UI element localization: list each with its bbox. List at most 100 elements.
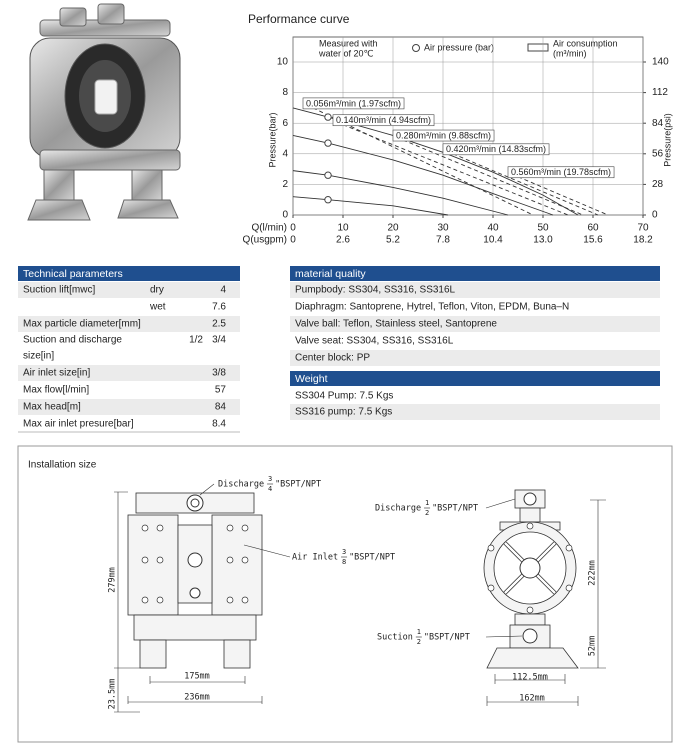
installation-frame [17,445,673,743]
annotation: 0.140m³/min (4.94scfm) [336,115,431,125]
port-suffix: "BSPT/NPT [349,553,395,563]
annotation-box [392,129,495,142]
dimension: 112.5mm [512,673,548,683]
material-row: Valve seat: SS304, SS316, SS316L [295,336,454,347]
material-row: Valve ball: Teflon, Stainless steel, San… [295,319,497,330]
legend-note: Measured with [319,38,378,48]
dimension: 23.5mm [108,679,118,710]
x2-tick-label: 15.6 [583,235,603,246]
table-title: Technical parameters [23,268,123,280]
fraction-numerator: 3 [342,548,346,556]
x-tick-label: 20 [387,223,399,234]
x-axis-label: Q(l/min) [251,223,287,234]
annotation: 0.280m³/min (9.88scfm) [396,130,491,140]
param-label: Max flow[l/min] [23,385,89,396]
x2-tick-label: 5.2 [386,235,400,246]
param-label: Air inlet size[in] [23,368,90,379]
dimension: 175mm [184,672,210,682]
x-tick-label: 50 [537,223,549,234]
param-value: 84 [215,402,227,413]
x2-tick-label: 13.0 [533,235,553,246]
y2-axis-label: Pressure(psi) [662,113,672,167]
param-value: 3/8 [212,368,226,379]
front-view [114,483,291,713]
param-value: 3/4 [212,335,226,346]
param-sub: wet [149,302,166,313]
legend-label: Air consumption [553,38,618,48]
dimension: 236mm [184,693,210,703]
annotation-box [332,114,435,127]
port-suffix: "BSPT/NPT [432,504,478,514]
param-value: 8.4 [212,419,226,430]
table-title: Weight [295,373,328,385]
param-label: Max air inlet presure[bar] [23,419,134,430]
dimension: 222mm [588,560,598,586]
dimension: 279mm [108,567,118,593]
pressure-curve [292,135,554,216]
x-tick-label: 30 [437,223,449,234]
y2-tick-label: 0 [652,210,658,221]
legend-label: (m³/min) [553,48,587,58]
material-row: Diaphragm: Santoprene, Hytrel, Teflon, V… [295,302,569,313]
x2-tick-label: 0 [290,235,296,246]
port-label: Suction [377,633,413,643]
pressure-curve [292,170,509,216]
pressure-curve [292,196,449,216]
param-label: Suction lift[mwc] [23,285,95,296]
dimension: 162mm [519,694,545,704]
x2-tick-label: 2.6 [336,235,350,246]
param-value: 7.6 [212,302,226,313]
weight-row: SS304 Pump: 7.5 Kgs [295,391,393,402]
y-axis-label: Pressure(bar) [267,112,277,167]
air-pressure-marker [324,113,332,121]
annotation-box [302,97,405,110]
y-tick-label: 8 [282,87,288,98]
air-consumption-line [517,176,609,216]
param-label: Suction and discharge [23,335,122,346]
fraction-denominator: 8 [342,558,346,566]
table-header [290,266,660,281]
air-consumption-line [402,139,584,216]
port-suffix: "BSPT/NPT [424,633,470,643]
dimension: 52mm [588,636,598,656]
param-sub: dry [150,285,164,296]
weight-row: SS316 pump: 7.5 Kgs [295,407,392,418]
fraction-numerator: 1 [425,499,429,507]
y-tick-label: 2 [282,179,288,190]
param-label: Max particle diameter[mm] [23,319,141,330]
y2-tick-label: 84 [652,118,664,129]
section-title: Installation size [28,460,97,471]
chart-title: Performance curve [248,12,350,26]
port-suffix: "BSPT/NPT [275,480,321,490]
y2-tick-label: 140 [652,57,669,68]
x-tick-label: 60 [587,223,599,234]
fraction-numerator: 1 [417,628,421,636]
y2-tick-label: 28 [652,179,664,190]
air-pressure-marker [324,171,332,179]
x2-tick-label: 7.8 [436,235,450,246]
technical-parameters: Technical parameters Suction lift[mwc] d… [18,266,240,433]
x2-axis-label: Q(usgpm) [243,235,287,246]
fraction-numerator: 3 [268,475,272,483]
annotation: 0.560m³/min (19.78scfm) [511,167,611,177]
air-consumption-line [342,124,569,216]
param-label: Max head[m] [23,402,81,413]
y-tick-label: 0 [282,210,288,221]
x-tick-label: 70 [637,223,649,234]
port-label: Discharge [375,504,421,514]
legend-note: water of 20℃ [318,48,374,58]
x-tick-label: 10 [337,223,349,234]
annotation-box [507,166,615,179]
y2-tick-label: 56 [652,148,664,159]
air-pressure-marker [324,196,332,204]
legend-marker [527,43,549,52]
table-header [18,266,240,281]
table-title: material quality [295,268,366,280]
material-row: Center block: PP [295,353,370,364]
x2-tick-label: 10.4 [483,235,503,246]
port-label: Discharge [218,480,264,490]
annotation: 0.420m³/min (14.83scfm) [446,144,546,154]
fraction-denominator: 2 [425,509,429,517]
